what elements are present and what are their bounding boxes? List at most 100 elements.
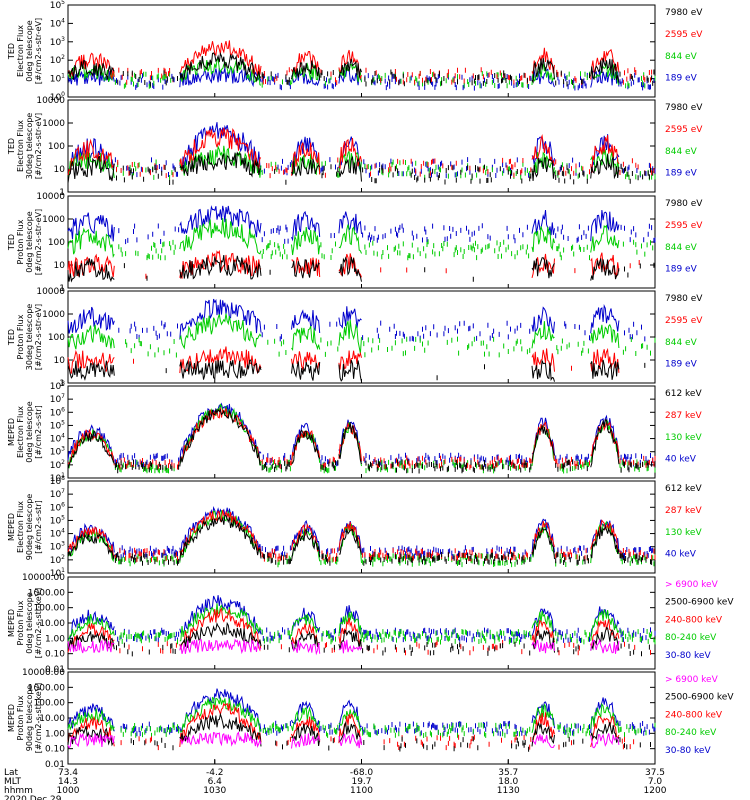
series-2500-6900-kev xyxy=(67,712,651,752)
y-label-line: Electron Flux xyxy=(16,25,25,77)
y-axis-label: TED Electron Flux 0deg telescope [#/cm2-s-s… xyxy=(7,18,43,84)
x-tick-lat: 35.7 xyxy=(498,768,518,778)
series-7980-ev xyxy=(67,255,655,283)
y-tick-label: 10.00 xyxy=(39,714,65,724)
series-240-800-kev xyxy=(67,607,651,656)
y-axis-label: TED Proton Flux 30deg telescope [#/cm2-s-st… xyxy=(7,304,43,371)
y-tick-label: 104 xyxy=(50,17,65,29)
y-tick-label: 1000.00 xyxy=(28,588,65,598)
legend-entry: 2595 eV xyxy=(665,125,703,135)
panel-ted-p-0: 1 10 100 1000 10000 TED Proton Flux 0deg telesc… xyxy=(7,192,703,294)
legend-entry: 2595 eV xyxy=(665,221,703,231)
y-tick-label: 0.10 xyxy=(45,650,65,660)
y-tick-label: 105 xyxy=(50,419,65,431)
legend-entry: 7980 eV xyxy=(665,103,703,113)
y-tick-label: 0.01 xyxy=(45,665,65,675)
y-tick-label: 103 xyxy=(50,446,65,458)
x-tick-hhmm: 1130 xyxy=(497,786,520,796)
y-label-line: TED xyxy=(7,234,16,251)
y-tick-label: 10000 xyxy=(36,96,65,106)
legend-entry: 2595 eV xyxy=(665,30,703,40)
y-tick-label: 100 xyxy=(48,333,65,343)
series-2500-6900-kev xyxy=(67,621,650,657)
series-287-kev xyxy=(67,407,656,470)
y-tick-label: 10 xyxy=(54,356,66,366)
legend-entry: 2500-6900 keV xyxy=(665,693,734,703)
y-label-line: Electron Flux xyxy=(16,120,25,172)
panel-meped-p-0: 0.01 0.10 1.00 10.00 100.00 1000.00 10000.00 ME… xyxy=(7,573,734,675)
x-tick-hhmm: 1000 xyxy=(57,786,80,796)
legend-entry: 130 keV xyxy=(665,528,702,538)
y-tick-label: 107 xyxy=(50,393,65,405)
y-label-line: [#/cm2-s-str] xyxy=(34,500,43,553)
series-7980-ev xyxy=(67,151,654,185)
series-2595-ev xyxy=(67,127,655,179)
y-label-line: 30deg telescope xyxy=(25,113,34,180)
y-tick-label: 107 xyxy=(50,488,65,500)
series-7980-ev xyxy=(67,51,655,87)
y-tick-label: 10 xyxy=(54,261,66,271)
y-label-line: [#/cm2-s-str-eV] xyxy=(34,113,43,179)
legend-entry: 80-240 keV xyxy=(665,728,717,738)
y-label-line: [#/cm2-s-str-keV] xyxy=(34,588,43,659)
y-label-line: [#/cm2-s-str] xyxy=(34,405,43,458)
y-tick-label: 1000.00 xyxy=(28,683,65,693)
y-label-line: Electron Flux xyxy=(16,406,25,458)
y-tick-label: 104 xyxy=(50,433,65,445)
series-80-240-kev xyxy=(67,696,656,738)
series-844-ev xyxy=(67,218,654,261)
legend-entry: 240-800 keV xyxy=(665,710,723,720)
y-tick-label: 10 xyxy=(54,165,66,175)
panel-frame xyxy=(67,290,656,384)
y-tick-label: 104 xyxy=(50,528,65,540)
panel-frame xyxy=(67,671,656,765)
y-tick-label: 102 xyxy=(50,459,65,471)
y-tick-label: 103 xyxy=(50,541,65,553)
x-row-label: hhmm xyxy=(4,786,33,796)
y-tick-label: 1 xyxy=(59,284,65,294)
legend-entry: > 6900 keV xyxy=(665,580,719,590)
series-189-ev xyxy=(67,298,646,342)
x-tick-hhmm: 1200 xyxy=(644,786,667,796)
y-label-line: TED xyxy=(7,43,16,60)
y-axis-label: TED Electron Flux 30deg telescope [#/cm2-s-… xyxy=(7,113,43,180)
y-tick-label: 1000 xyxy=(42,215,65,225)
y-tick-label: 100.00 xyxy=(34,699,66,709)
x-tick-lat: -4.2 xyxy=(206,768,224,778)
y-label-line: Proton Flux xyxy=(16,695,25,740)
legend-entry: 844 eV xyxy=(665,243,698,253)
y-tick-label: 108 xyxy=(50,380,65,392)
panel-meped-p-90: 0.01 0.10 1.00 10.00 100.00 1000.00 10000.00 ME… xyxy=(7,668,734,770)
y-label-line: TED xyxy=(7,138,16,155)
legend-entry: 844 eV xyxy=(665,338,698,348)
panel-ted-e-30: 1 10 100 1000 10000 TED Electron Flux 30deg tel… xyxy=(7,96,703,198)
y-tick-label: 100 xyxy=(48,142,65,152)
y-label-line: MEPED xyxy=(7,513,16,541)
x-tick-hhmm: 1100 xyxy=(350,786,373,796)
y-tick-label: 10000 xyxy=(36,287,65,297)
series--6900-kev xyxy=(67,731,620,749)
series-80-240-kev xyxy=(67,603,656,645)
x-tick-mlt: 19.7 xyxy=(351,777,371,787)
y-label-line: Proton Flux xyxy=(16,314,25,359)
x-row-label: Lat xyxy=(4,768,19,778)
legend-entry: > 6900 keV xyxy=(665,675,719,685)
series-844-ev xyxy=(67,144,656,181)
x-tick-lat: 73.4 xyxy=(58,768,78,778)
y-label-line: [#/cm2-s-str-eV] xyxy=(34,209,43,275)
legend-entry: 7980 eV xyxy=(665,294,703,304)
y-tick-label: 102 xyxy=(50,54,65,66)
y-label-line: TED xyxy=(7,329,16,346)
x-tick-mlt: 18.0 xyxy=(498,777,518,787)
y-tick-label: 1 xyxy=(59,188,65,198)
y-label-line: MEPED xyxy=(7,704,16,732)
series-2595-ev xyxy=(67,40,653,86)
y-axis-label: TED Proton Flux 0deg telescope [#/cm2-s-str… xyxy=(7,209,43,275)
y-tick-label: 1.00 xyxy=(45,634,65,644)
series-612-kev xyxy=(67,514,653,566)
y-axis-label: MEPED Proton Flux 90deg telescope [#/cm2-s-… xyxy=(7,683,43,754)
legend-entry: 40 keV xyxy=(665,455,697,465)
